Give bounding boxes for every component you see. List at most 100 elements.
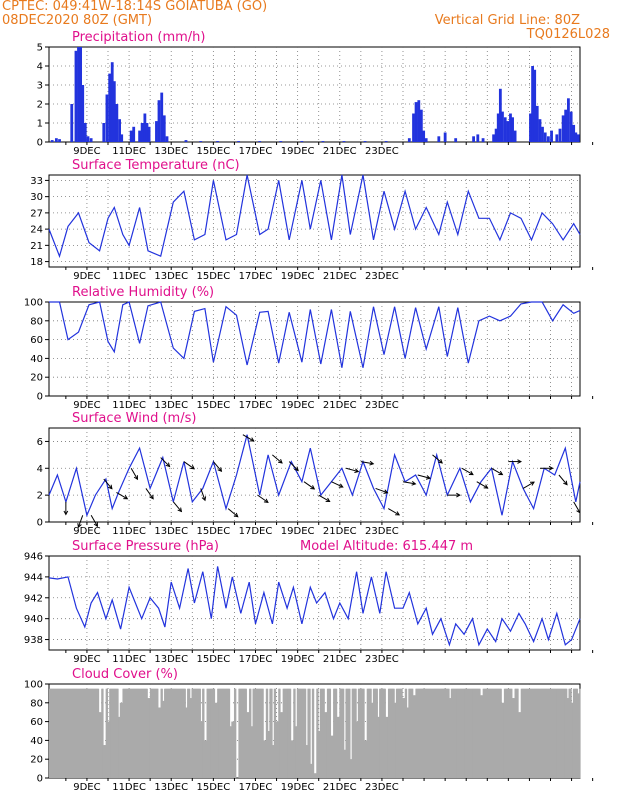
cloud-bar bbox=[525, 688, 527, 778]
cloud-bar bbox=[482, 688, 485, 778]
cloud-bar bbox=[123, 688, 125, 778]
cloud-bar bbox=[319, 688, 322, 778]
cloud-bar bbox=[516, 688, 518, 778]
cloud-bar bbox=[138, 688, 140, 778]
wind-arrow-head bbox=[149, 494, 154, 500]
cloud-bar bbox=[302, 688, 305, 778]
cloud-bar bbox=[520, 688, 523, 778]
cloud-bar bbox=[559, 688, 562, 778]
cloud-bar bbox=[166, 688, 169, 778]
cloud-bar bbox=[72, 688, 74, 778]
cloud-bar bbox=[549, 688, 552, 778]
wind-arrow-head bbox=[63, 510, 69, 516]
precip-bar bbox=[541, 126, 544, 142]
x-tick-label: 15DEC bbox=[196, 782, 230, 793]
cloud-bar bbox=[95, 688, 97, 778]
wind-arrow bbox=[212, 461, 222, 472]
cloud-bar bbox=[248, 712, 250, 778]
cloud-bar bbox=[49, 688, 52, 778]
wind-arrow bbox=[116, 492, 128, 500]
series-line bbox=[48, 566, 581, 647]
cloud-bar bbox=[376, 688, 378, 778]
cloud-bar bbox=[215, 702, 217, 778]
cloud-bar bbox=[317, 688, 319, 778]
cloud-bar bbox=[195, 688, 197, 778]
y-tick-label: 40 bbox=[30, 354, 43, 365]
cloud-bar bbox=[490, 688, 493, 778]
y-tick-label: 60 bbox=[30, 335, 43, 346]
cloud-bar bbox=[560, 688, 563, 778]
cloud-bar bbox=[302, 688, 304, 778]
cloud-bar bbox=[478, 688, 480, 778]
cloud-bar bbox=[264, 740, 267, 778]
precip-bar bbox=[363, 141, 367, 142]
cloud-bar bbox=[462, 688, 464, 778]
cloud-bar bbox=[572, 702, 574, 778]
x-tick-label: 17DEC bbox=[239, 526, 273, 537]
cloud-bar bbox=[570, 688, 572, 778]
cloud-bar bbox=[71, 688, 73, 778]
cloud-bar bbox=[226, 688, 229, 778]
cloud-bar bbox=[323, 688, 325, 778]
cloud-bar bbox=[120, 702, 123, 778]
precip-bar bbox=[550, 130, 553, 142]
cloud-bar bbox=[466, 688, 469, 778]
cloud-bar bbox=[158, 707, 161, 778]
cloud-bar bbox=[293, 688, 295, 778]
cloud-bar bbox=[472, 688, 474, 778]
y-tick-label: 940 bbox=[24, 614, 43, 625]
cloud-bar bbox=[171, 688, 173, 778]
cloud-bar bbox=[574, 688, 577, 778]
cloud-bar bbox=[379, 688, 382, 778]
precip-bar bbox=[454, 138, 458, 142]
y-tick-label: 0 bbox=[37, 774, 43, 785]
cloud-bar bbox=[121, 702, 124, 778]
cloud-bar bbox=[519, 712, 522, 778]
cloud-bar bbox=[540, 688, 542, 778]
cloud-bar bbox=[575, 688, 578, 778]
cloud-bar bbox=[421, 688, 424, 778]
cloud-bar bbox=[156, 688, 158, 778]
cloud-bar bbox=[272, 745, 275, 778]
cloud-bar bbox=[119, 702, 122, 778]
x-tick-label: 11DEC bbox=[112, 400, 146, 411]
cloud-bar bbox=[245, 688, 247, 778]
cloud-bar bbox=[128, 688, 131, 778]
precip-bar bbox=[165, 136, 169, 142]
wind-arrow-head bbox=[468, 470, 474, 476]
cloud-bar bbox=[576, 688, 578, 778]
cloud-bar bbox=[477, 688, 479, 778]
cloud-bar bbox=[403, 698, 406, 778]
cloud-bar bbox=[364, 740, 367, 778]
cloud-bar bbox=[349, 759, 352, 778]
cloud-bar bbox=[281, 712, 284, 778]
cloud-bar bbox=[127, 688, 130, 778]
precip-bar bbox=[437, 136, 441, 142]
cloud-bar bbox=[73, 688, 76, 778]
precip-bar bbox=[89, 138, 93, 142]
wind-arrow bbox=[288, 461, 299, 471]
cloud-bar bbox=[366, 688, 369, 778]
cloud-bar bbox=[161, 688, 163, 778]
cloud-bar bbox=[262, 688, 264, 778]
cloud-bar bbox=[563, 688, 565, 778]
cloud-bar bbox=[420, 688, 423, 778]
y-tick-label: 944 bbox=[24, 572, 43, 583]
cloud-bar bbox=[561, 688, 563, 778]
y-tick-label: 20 bbox=[30, 373, 43, 384]
cloud-bar bbox=[556, 688, 558, 778]
cloud-bar bbox=[320, 688, 323, 778]
wind-arrow-head bbox=[201, 496, 207, 502]
cloud-bar bbox=[190, 698, 193, 778]
cloud-bar bbox=[288, 688, 291, 778]
cloud-bar bbox=[178, 688, 180, 778]
precip-bar bbox=[162, 115, 166, 142]
x-tick-label: 15DEC bbox=[196, 146, 230, 157]
cloud-bar bbox=[492, 688, 494, 778]
cloud-bar bbox=[250, 726, 253, 778]
cloud-bar bbox=[517, 688, 519, 778]
cloud-bar bbox=[425, 688, 427, 778]
cloud-bar bbox=[136, 688, 139, 778]
cloud-bar bbox=[301, 688, 303, 778]
cloud-bar bbox=[538, 688, 540, 778]
